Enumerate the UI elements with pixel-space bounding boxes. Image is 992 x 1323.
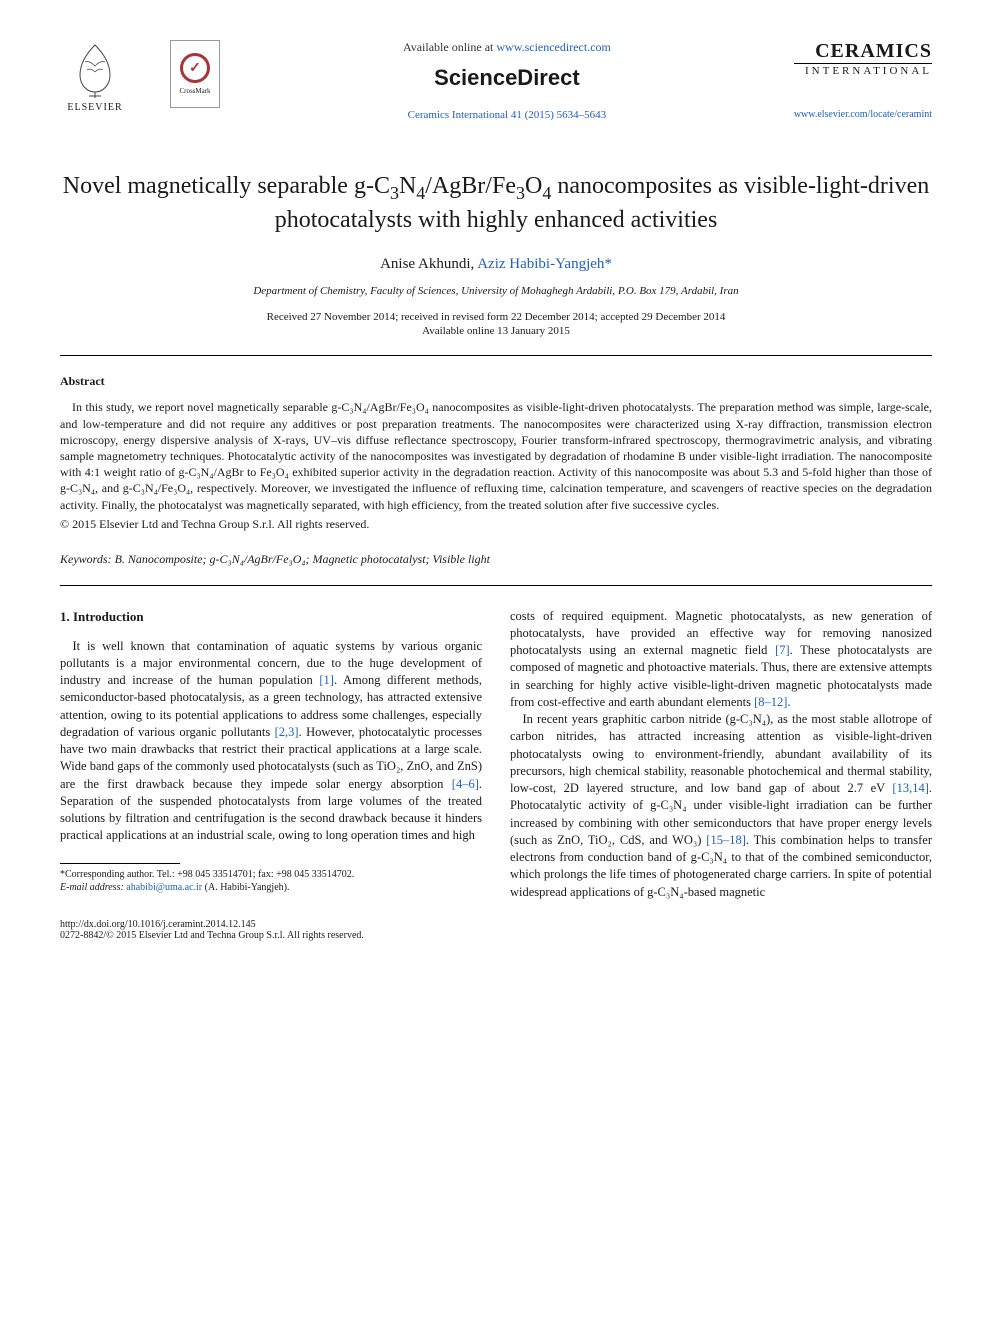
elsevier-logo: ELSEVIER (60, 40, 130, 120)
corresponding-footnote: *Corresponding author. Tel.: +98 045 335… (60, 868, 482, 882)
email-footnote: E-mail address: ahabibi@uma.ac.ir (A. Ha… (60, 881, 482, 895)
journal-homepage-link[interactable]: www.elsevier.com/locate/ceramint (794, 109, 932, 120)
author-2-link[interactable]: Aziz Habibi-Yangjeh (477, 256, 604, 272)
rule-bottom (60, 585, 932, 586)
header-row: ELSEVIER ✓ CrossMark Available online at… (60, 40, 932, 121)
available-text: Available online at (403, 40, 496, 54)
body-columns: 1. Introduction It is well known that co… (60, 608, 932, 901)
ref-2-3[interactable]: [2,3] (275, 725, 299, 739)
footnote-separator (60, 863, 180, 864)
abstract-body: In this study, we report novel magnetica… (60, 399, 932, 512)
keywords: Keywords: B. Nanocomposite; g-C₃N₄/AgBr/… (60, 552, 932, 567)
corresponding-mark: * (604, 256, 612, 272)
authors: Anise Akhundi, Aziz Habibi-Yangjeh* (60, 256, 932, 273)
crossmark-badge[interactable]: ✓ CrossMark (170, 40, 220, 108)
affiliation: Department of Chemistry, Faculty of Scie… (60, 285, 932, 297)
issn-line: 0272-8842/© 2015 Elsevier Ltd and Techna… (60, 930, 932, 941)
crossmark-icon: ✓ (180, 53, 210, 83)
center-header: Available online at www.sciencedirect.co… (220, 40, 794, 121)
sciencedirect-logo: ScienceDirect (240, 65, 774, 91)
ref-1[interactable]: [1] (319, 673, 334, 687)
journal-name-main: CERAMICS (794, 40, 932, 63)
ref-15-18[interactable]: [15–18] (706, 833, 746, 847)
sciencedirect-link[interactable]: www.sciencedirect.com (496, 40, 611, 54)
intro-para-1-cont: costs of required equipment. Magnetic ph… (510, 608, 932, 712)
crossmark-label: CrossMark (179, 87, 210, 95)
available-online: Available online at www.sciencedirect.co… (240, 40, 774, 55)
author-1: Anise Akhundi (380, 256, 470, 272)
journal-name-box: CERAMICS INTERNATIONAL (794, 40, 932, 77)
section-heading-intro: 1. Introduction (60, 608, 482, 626)
abstract-copyright: © 2015 Elsevier Ltd and Techna Group S.r… (60, 517, 932, 532)
intro-para-2: In recent years graphitic carbon nitride… (510, 711, 932, 901)
rule-top (60, 355, 932, 356)
ref-13-14[interactable]: [13,14] (892, 781, 928, 795)
keywords-label: Keywords: (60, 552, 112, 566)
elsevier-label: ELSEVIER (67, 102, 122, 113)
right-header: CERAMICS INTERNATIONAL www.elsevier.com/… (794, 40, 932, 120)
keywords-text: B. Nanocomposite; g-C₃N₄/AgBr/Fe₃O₄; Mag… (112, 552, 490, 566)
tree-icon (65, 40, 125, 100)
ref-8-12[interactable]: [8–12] (754, 695, 787, 709)
doi-line: http://dx.doi.org/10.1016/j.ceramint.201… (60, 919, 932, 930)
journal-reference[interactable]: Ceramics International 41 (2015) 5634–56… (240, 109, 774, 121)
email-link[interactable]: ahabibi@uma.ac.ir (126, 882, 202, 893)
dates-line-2: Available online 13 January 2015 (60, 325, 932, 337)
email-suffix: (A. Habibi-Yangjeh). (202, 882, 289, 893)
article-title: Novel magnetically separable g-C3N4/AgBr… (60, 171, 932, 236)
left-column: 1. Introduction It is well known that co… (60, 608, 482, 901)
abstract-heading: Abstract (60, 374, 932, 389)
ref-4-6[interactable]: [4–6] (452, 777, 479, 791)
dates-line-1: Received 27 November 2014; received in r… (60, 311, 932, 323)
email-label: E-mail address: (60, 882, 126, 893)
right-column: costs of required equipment. Magnetic ph… (510, 608, 932, 901)
journal-name-sub: INTERNATIONAL (794, 63, 932, 77)
ref-7[interactable]: [7] (775, 643, 790, 657)
intro-para-1: It is well known that contamination of a… (60, 638, 482, 845)
